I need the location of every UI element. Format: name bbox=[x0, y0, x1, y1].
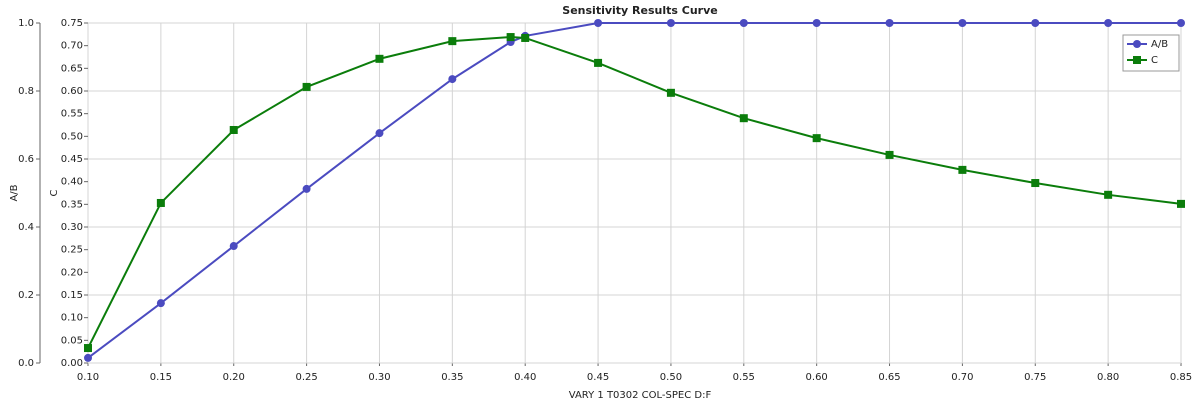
y-tick-label: 0.0 bbox=[18, 358, 34, 369]
y-tick-label: 0.2 bbox=[18, 290, 34, 301]
data-point bbox=[521, 33, 530, 42]
x-tick-label: 0.45 bbox=[587, 372, 609, 383]
data-point bbox=[1104, 19, 1113, 27]
y2-tick-label: 0.60 bbox=[61, 86, 83, 97]
data-point bbox=[1104, 190, 1113, 199]
x-tick-label: 0.20 bbox=[223, 372, 245, 383]
y2-tick-label: 0.25 bbox=[61, 245, 83, 256]
chart-title: Sensitivity Results Curve bbox=[562, 4, 717, 17]
y2-tick-label: 0.75 bbox=[61, 18, 83, 29]
data-point bbox=[885, 19, 894, 27]
data-point bbox=[594, 19, 603, 27]
data-point bbox=[739, 114, 748, 123]
y2-tick-label: 0.20 bbox=[61, 267, 83, 278]
data-point bbox=[666, 19, 675, 27]
data-point bbox=[302, 82, 311, 91]
x-tick-label: 0.85 bbox=[1170, 372, 1192, 383]
data-point bbox=[302, 184, 311, 193]
y2-tick-label: 0.65 bbox=[61, 63, 83, 74]
x-tick-label: 0.65 bbox=[878, 372, 900, 383]
x-tick-label: 0.50 bbox=[660, 372, 682, 383]
data-point bbox=[84, 344, 92, 353]
y2-axis-label: C bbox=[49, 189, 60, 196]
data-point bbox=[448, 75, 457, 84]
y-tick-label: 1.0 bbox=[18, 18, 34, 29]
y2-tick-label: 0.55 bbox=[61, 109, 83, 120]
x-tick-label: 0.75 bbox=[1024, 372, 1046, 383]
data-point bbox=[1031, 19, 1040, 27]
data-point bbox=[594, 58, 603, 67]
y2-tick-label: 0.70 bbox=[61, 41, 83, 52]
data-point bbox=[1177, 199, 1185, 208]
y2-tick-label: 0.35 bbox=[61, 199, 83, 210]
x-tick-label: 0.10 bbox=[77, 372, 99, 383]
x-tick-label: 0.25 bbox=[295, 372, 317, 383]
y2-tick-label: 0.15 bbox=[61, 290, 83, 301]
x-tick-label: 0.40 bbox=[514, 372, 536, 383]
data-point bbox=[506, 33, 515, 42]
x-tick-label: 0.60 bbox=[806, 372, 828, 383]
data-point bbox=[958, 19, 967, 27]
data-point bbox=[448, 37, 457, 46]
y-tick-label: 0.8 bbox=[18, 86, 34, 97]
y2-tick-label: 0.40 bbox=[61, 177, 83, 188]
data-point bbox=[812, 134, 821, 143]
y2-tick-label: 0.00 bbox=[61, 358, 83, 369]
y-axis-label: A/B bbox=[9, 184, 20, 201]
x-tick-label: 0.15 bbox=[150, 372, 172, 383]
y-tick-label: 0.6 bbox=[18, 154, 34, 165]
y2-tick-label: 0.05 bbox=[61, 335, 83, 346]
legend-label: A/B bbox=[1151, 39, 1168, 50]
data-point bbox=[375, 54, 384, 63]
y-tick-label: 0.4 bbox=[18, 222, 34, 233]
data-point bbox=[156, 198, 165, 207]
legend-label: C bbox=[1151, 55, 1158, 66]
data-point bbox=[1031, 179, 1040, 188]
data-point bbox=[739, 19, 748, 27]
data-point bbox=[885, 150, 894, 159]
x-tick-label: 0.30 bbox=[368, 372, 390, 383]
data-point bbox=[666, 88, 675, 97]
x-tick-label: 0.55 bbox=[733, 372, 755, 383]
data-point bbox=[229, 125, 238, 134]
data-point bbox=[84, 353, 92, 362]
data-point bbox=[958, 165, 967, 174]
x-axis-label: VARY 1 T0302 COL-SPEC D:F bbox=[569, 390, 712, 401]
data-point bbox=[229, 242, 238, 251]
data-point bbox=[375, 129, 384, 138]
data-point bbox=[156, 299, 165, 308]
y2-tick-label: 0.50 bbox=[61, 131, 83, 142]
data-point bbox=[812, 19, 821, 27]
y2-tick-label: 0.45 bbox=[61, 154, 83, 165]
x-tick-label: 0.80 bbox=[1097, 372, 1119, 383]
y2-tick-label: 0.10 bbox=[61, 313, 83, 324]
data-point bbox=[1177, 19, 1185, 27]
legend-marker bbox=[1133, 40, 1141, 48]
legend-marker bbox=[1133, 56, 1141, 64]
x-tick-label: 0.70 bbox=[951, 372, 973, 383]
x-tick-label: 0.35 bbox=[441, 372, 463, 383]
legend-box bbox=[1122, 34, 1180, 72]
y2-tick-label: 0.30 bbox=[61, 222, 83, 233]
